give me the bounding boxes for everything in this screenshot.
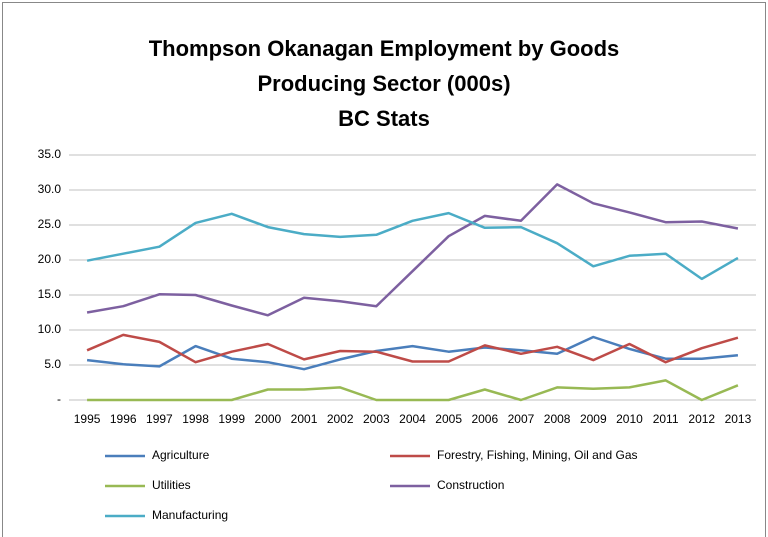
x-tick-label: 2009 [580,412,607,426]
series-line [86,183,739,317]
legend-label: Agriculture [152,448,210,462]
x-tick-label: 2002 [327,412,354,426]
y-tick-label: 5.0 [44,357,61,371]
series-line [86,211,739,281]
x-tick-label: 2007 [508,412,535,426]
x-tick-label: 2013 [725,412,752,426]
y-tick-label: 20.0 [38,252,62,266]
chart-title: BC Stats [338,106,430,131]
y-tick-label: 25.0 [38,217,62,231]
x-tick-label: 1996 [110,412,137,426]
legend-label: Utilities [152,478,191,492]
x-tick-label: 2006 [471,412,498,426]
legend-label: Construction [437,478,504,492]
y-tick-label: - [57,392,61,406]
x-tick-label: 2005 [435,412,462,426]
x-tick-label: 1995 [74,412,101,426]
x-tick-label: 2003 [363,412,390,426]
x-tick-label: 1997 [146,412,173,426]
chart-title: Thompson Okanagan Employment by Goods [149,36,620,61]
x-tick-label: 2001 [291,412,318,426]
x-tick-label: 2008 [544,412,571,426]
y-tick-label: 15.0 [38,287,62,301]
series-line [86,335,739,371]
y-tick-label: 10.0 [38,322,62,336]
series-line [86,333,739,364]
x-tick-label: 1998 [182,412,209,426]
x-tick-label: 2012 [688,412,715,426]
legend-label: Manufacturing [152,508,228,522]
x-tick-label: 2011 [653,412,679,426]
x-tick-label: 2010 [616,412,643,426]
series-line [87,379,739,402]
chart-title: Producing Sector (000s) [257,71,510,96]
y-tick-label: 35.0 [38,147,62,161]
x-tick-label: 2004 [399,412,426,426]
x-tick-label: 1999 [218,412,245,426]
legend-label: Forestry, Fishing, Mining, Oil and Gas [437,448,638,462]
x-tick-label: 2000 [255,412,282,426]
y-tick-label: 30.0 [38,182,62,196]
